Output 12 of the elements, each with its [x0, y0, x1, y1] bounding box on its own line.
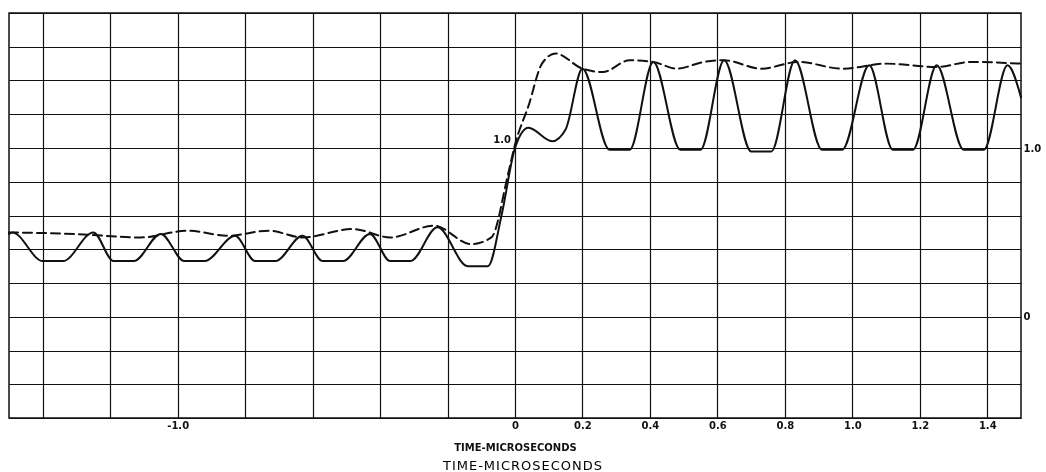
x-tick-label: 0 [512, 419, 520, 431]
x-tick-label: 0.4 [641, 419, 660, 431]
x-tick-label: -1.0 [167, 419, 190, 431]
x-axis-title: TIME-MICROSECONDS [454, 441, 577, 453]
x-tick-label: 0.8 [776, 419, 795, 431]
annotation: 1.0 [493, 134, 512, 145]
x-tick-label: 0.2 [574, 419, 592, 431]
x-tick-label: 1.4 [978, 419, 997, 431]
text: TIME-MICROSECONDS [441, 458, 605, 472]
x-tick-label: 1.0 [843, 419, 862, 431]
x-tick-label: 1.2 [911, 419, 930, 431]
x-tick-label: 0.6 [709, 419, 727, 431]
